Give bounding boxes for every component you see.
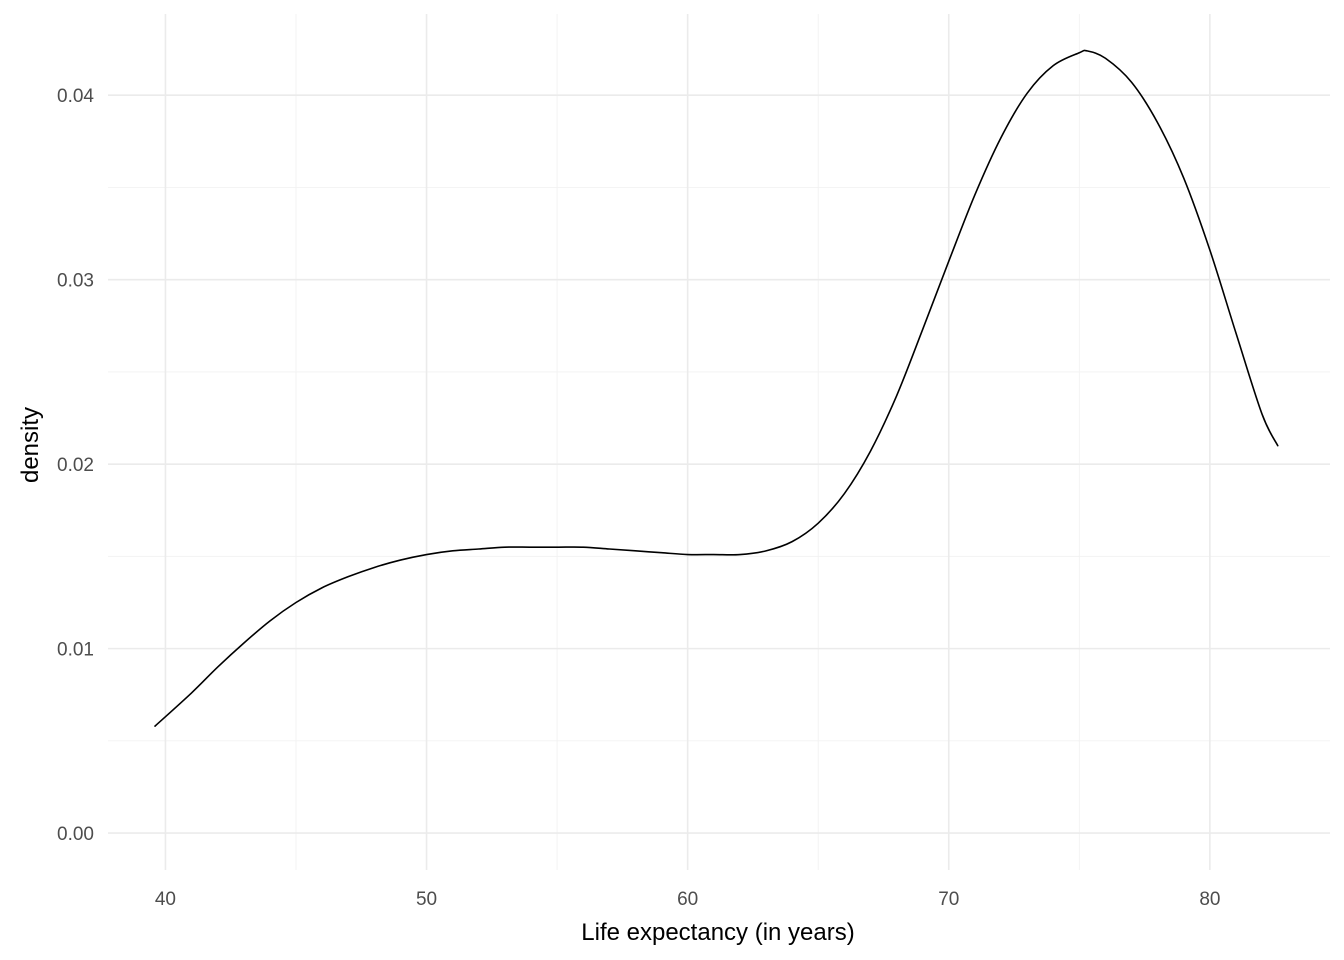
x-tick-label: 40 bbox=[155, 889, 176, 910]
y-tick-label: 0.00 bbox=[57, 824, 94, 845]
x-axis-tick-labels: 40 50 60 70 80 bbox=[155, 889, 1221, 910]
x-tick-label: 80 bbox=[1199, 889, 1220, 910]
y-axis-tick-labels: 0.00 0.01 0.02 0.03 0.04 bbox=[57, 86, 94, 845]
y-tick-label: 0.02 bbox=[57, 455, 94, 476]
x-axis-title: Life expectancy (in years) bbox=[581, 919, 854, 946]
y-axis-title: density bbox=[17, 407, 44, 483]
density-series bbox=[154, 49, 1279, 727]
y-tick-label: 0.04 bbox=[57, 86, 94, 107]
x-tick-label: 60 bbox=[677, 889, 698, 910]
y-tick-label: 0.03 bbox=[57, 271, 94, 292]
x-tick-label: 70 bbox=[938, 889, 959, 910]
x-tick-label: 50 bbox=[416, 889, 437, 910]
y-tick-label: 0.01 bbox=[57, 640, 94, 661]
density-line bbox=[154, 49, 1279, 727]
grid-lines bbox=[108, 14, 1330, 870]
